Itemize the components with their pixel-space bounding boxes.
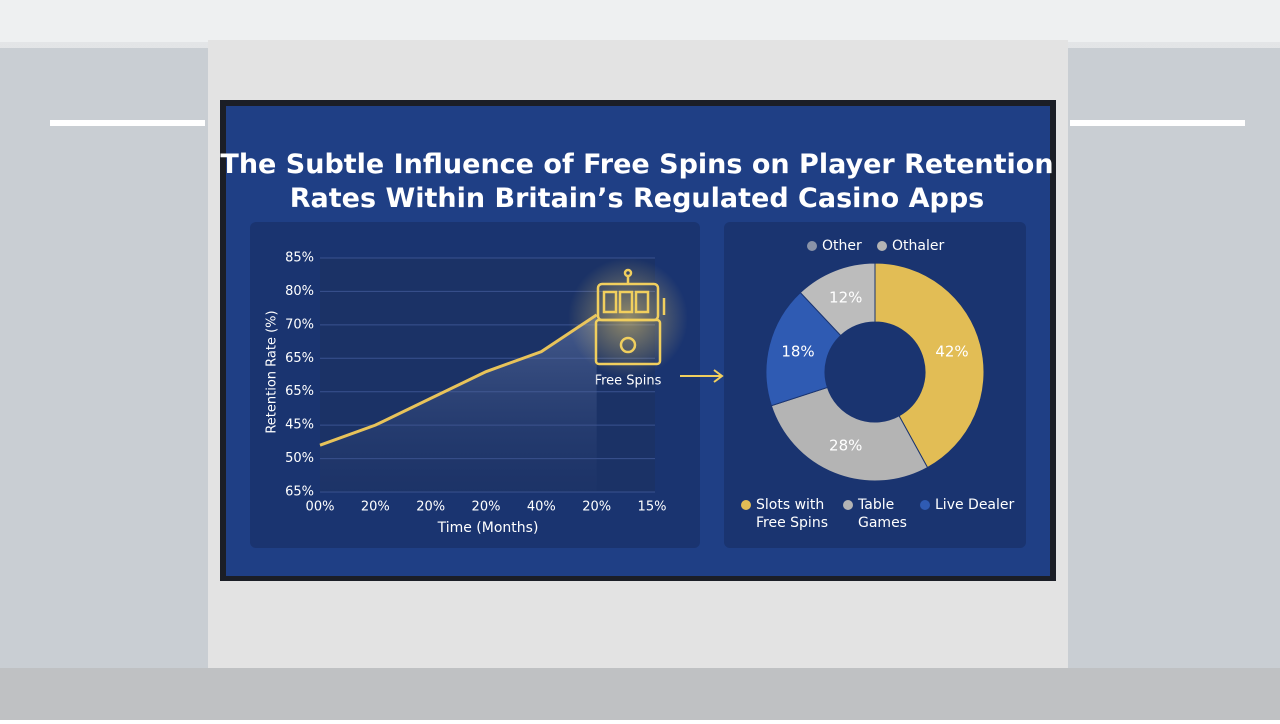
x-tick-label: 20% (472, 500, 501, 515)
legend-swatch (741, 500, 751, 510)
x-tick-label: 00% (306, 500, 335, 515)
legend-label: Othaler (892, 238, 944, 254)
x-tick-label: 20% (416, 500, 445, 515)
slice-label: 12% (829, 289, 862, 307)
legend-label: Other (822, 238, 862, 254)
legend-swatch (920, 500, 930, 510)
y-axis-label: Retention Rate (%) (265, 310, 280, 433)
y-tick-label: 65% (285, 351, 314, 366)
arrow (680, 369, 724, 383)
x-tick-label: 40% (527, 500, 556, 515)
floor (0, 668, 1280, 720)
donut-slice (765, 291, 842, 407)
legend-label: Slots with Free Spins (756, 497, 828, 531)
light (1070, 120, 1245, 126)
slice-label: 42% (935, 343, 968, 361)
title: The Subtle Influence of Free Spins on Pl… (220, 149, 1053, 214)
x-tick-label: 15% (638, 500, 667, 515)
y-tick-label: 65% (285, 485, 314, 500)
line-area (320, 314, 597, 492)
x-tick-label: 20% (582, 500, 611, 515)
office-right (1068, 48, 1280, 668)
slot-machine-icon (594, 268, 666, 366)
slice-label: 18% (781, 343, 814, 361)
light (50, 120, 205, 126)
legend-label: Live Dealer (935, 497, 1015, 513)
office-left (0, 48, 210, 668)
y-tick-label: 65% (285, 384, 314, 399)
donut-slice (874, 262, 985, 469)
slice-label: 28% (829, 436, 862, 454)
y-tick-label: 85% (285, 251, 314, 266)
ceiling (0, 0, 1280, 42)
y-tick-label: 50% (285, 451, 314, 466)
y-tick-label: 80% (285, 284, 314, 299)
legend-swatch (877, 241, 887, 251)
legend-swatch (807, 241, 817, 251)
line (319, 313, 598, 447)
legend-swatch (843, 500, 853, 510)
annotation: Free Spins (595, 374, 662, 389)
legend-label: Table Games (857, 497, 907, 531)
y-tick-label: 70% (285, 317, 314, 332)
donut-slice (770, 386, 929, 482)
y-tick-label: 45% (285, 418, 314, 433)
x-tick-label: 20% (361, 500, 390, 515)
x-axis-label: Time (Months) (437, 520, 539, 536)
donut-slice (799, 262, 876, 337)
